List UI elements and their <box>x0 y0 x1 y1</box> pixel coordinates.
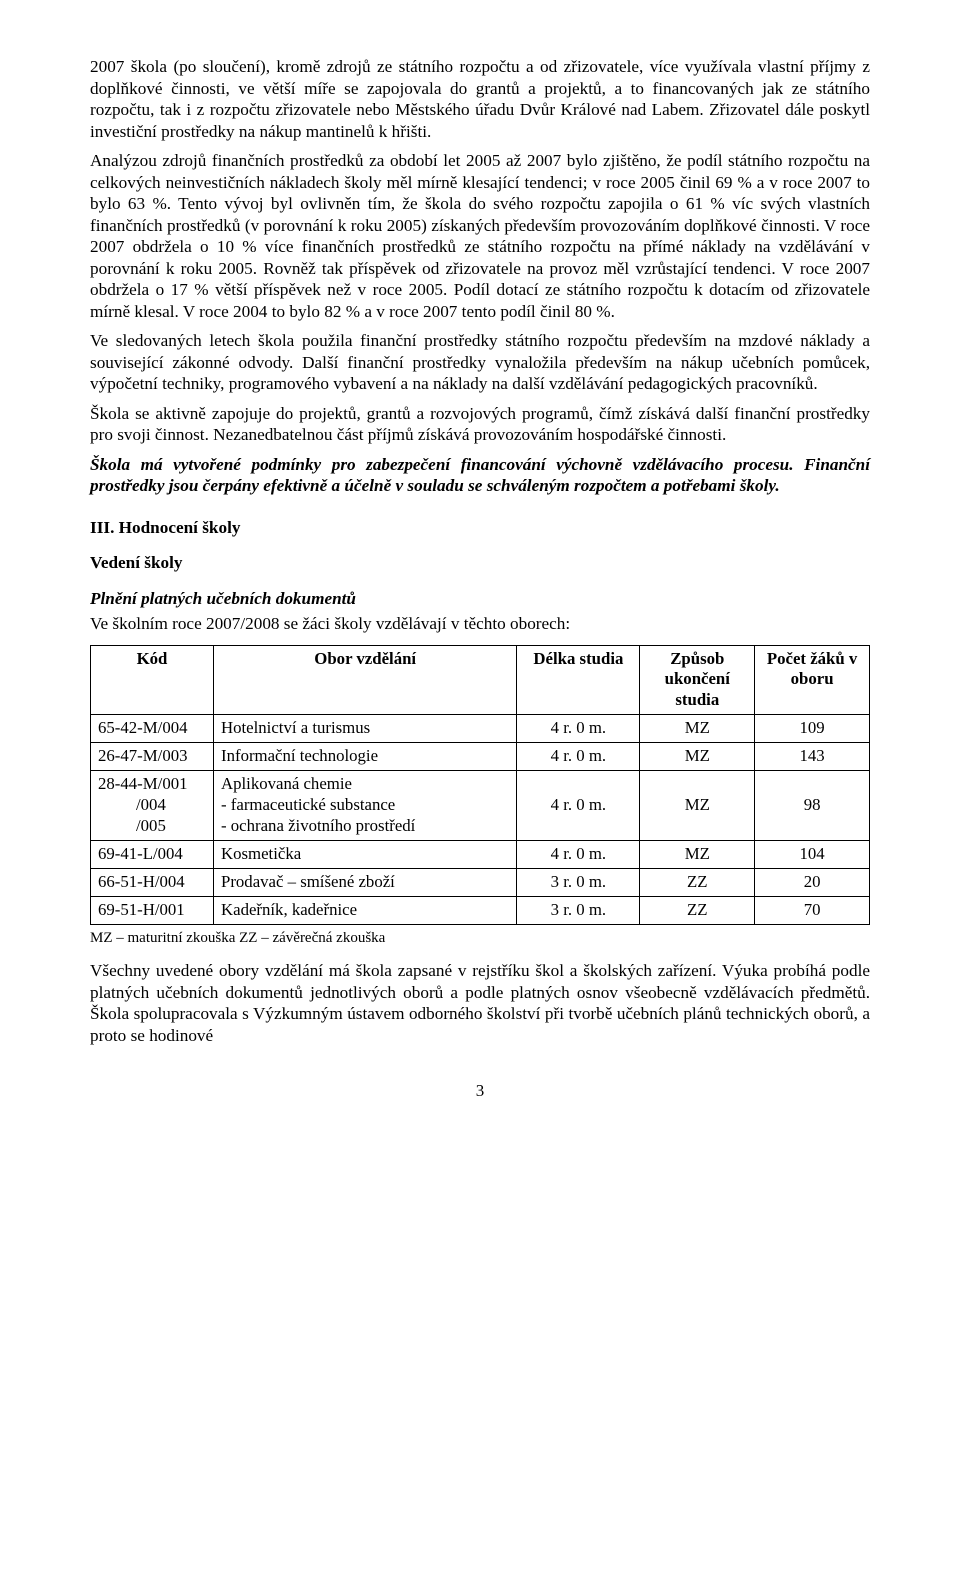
cell-kod: 69-41-L/004 <box>91 841 214 869</box>
paragraph-5-emphasis: Škola má vytvořené podmínky pro zabezpeč… <box>90 454 870 497</box>
cell-obor-sub1: - farmaceutické substance <box>221 795 509 816</box>
cell-kod: 66-51-H/004 <box>91 869 214 897</box>
italic-subheading: Plnění platných učebních dokumentů <box>90 588 870 610</box>
document-page: 2007 škola (po sloučení), kromě zdrojů z… <box>0 0 960 1141</box>
cell-delka: 4 r. 0 m. <box>517 771 640 841</box>
cell-pocet: 104 <box>755 841 870 869</box>
cell-obor-main: Aplikovaná chemie <box>221 774 509 795</box>
page-number: 3 <box>90 1080 870 1101</box>
table-row: 66-51-H/004 Prodavač – smíšené zboží 3 r… <box>91 869 870 897</box>
cell-kod: 65-42-M/004 <box>91 715 214 743</box>
table-row: 26-47-M/003 Informační technologie 4 r. … <box>91 743 870 771</box>
cell-pocet: 143 <box>755 743 870 771</box>
cell-kod: 69-51-H/001 <box>91 897 214 925</box>
section-heading: III. Hodnocení školy <box>90 517 870 539</box>
th-obor: Obor vzdělání <box>214 645 517 715</box>
paragraph-3: Ve sledovaných letech škola použila fina… <box>90 330 870 395</box>
paragraph-2: Analýzou zdrojů finančních prostředků za… <box>90 150 870 322</box>
cell-kod: 28-44-M/001 /004 /005 <box>91 771 214 841</box>
cell-zpusob: MZ <box>640 771 755 841</box>
cell-delka: 3 r. 0 m. <box>517 869 640 897</box>
table-row: 28-44-M/001 /004 /005 Aplikovaná chemie … <box>91 771 870 841</box>
study-programs-table: Kód Obor vzdělání Délka studia Způsob uk… <box>90 645 870 926</box>
closing-paragraph: Všechny uvedené obory vzdělání má škola … <box>90 960 870 1046</box>
cell-pocet: 70 <box>755 897 870 925</box>
cell-zpusob: ZZ <box>640 897 755 925</box>
cell-delka: 3 r. 0 m. <box>517 897 640 925</box>
table-lead-line: Ve školním roce 2007/2008 se žáci školy … <box>90 613 870 635</box>
cell-pocet: 20 <box>755 869 870 897</box>
cell-kod-sub1: /004 <box>98 795 206 816</box>
table-header: Kód Obor vzdělání Délka studia Způsob uk… <box>91 645 870 715</box>
th-delka: Délka studia <box>517 645 640 715</box>
cell-zpusob: MZ <box>640 841 755 869</box>
cell-obor: Hotelnictví a turismus <box>214 715 517 743</box>
table-legend: MZ – maturitní zkouška ZZ – závěrečná zk… <box>90 929 870 948</box>
cell-obor-sub2: - ochrana životního prostředí <box>221 816 509 837</box>
cell-obor: Prodavač – smíšené zboží <box>214 869 517 897</box>
th-kod: Kód <box>91 645 214 715</box>
th-zpusob: Způsob ukončení studia <box>640 645 755 715</box>
table-row: 65-42-M/004 Hotelnictví a turismus 4 r. … <box>91 715 870 743</box>
cell-obor: Kadeřník, kadeřnice <box>214 897 517 925</box>
cell-pocet: 109 <box>755 715 870 743</box>
cell-kod: 26-47-M/003 <box>91 743 214 771</box>
table-row: 69-41-L/004 Kosmetička 4 r. 0 m. MZ 104 <box>91 841 870 869</box>
cell-kod-sub2: /005 <box>98 816 206 837</box>
cell-pocet: 98 <box>755 771 870 841</box>
cell-zpusob: ZZ <box>640 869 755 897</box>
paragraph-1: 2007 škola (po sloučení), kromě zdrojů z… <box>90 56 870 142</box>
table-row: 69-51-H/001 Kadeřník, kadeřnice 3 r. 0 m… <box>91 897 870 925</box>
cell-delka: 4 r. 0 m. <box>517 743 640 771</box>
cell-zpusob: MZ <box>640 715 755 743</box>
cell-delka: 4 r. 0 m. <box>517 841 640 869</box>
th-pocet: Počet žáků v oboru <box>755 645 870 715</box>
sub-heading: Vedení školy <box>90 552 870 574</box>
cell-delka: 4 r. 0 m. <box>517 715 640 743</box>
cell-kod-main: 28-44-M/001 <box>98 774 188 793</box>
cell-obor: Aplikovaná chemie - farmaceutické substa… <box>214 771 517 841</box>
paragraph-4: Škola se aktivně zapojuje do projektů, g… <box>90 403 870 446</box>
cell-zpusob: MZ <box>640 743 755 771</box>
cell-obor: Kosmetička <box>214 841 517 869</box>
cell-obor: Informační technologie <box>214 743 517 771</box>
